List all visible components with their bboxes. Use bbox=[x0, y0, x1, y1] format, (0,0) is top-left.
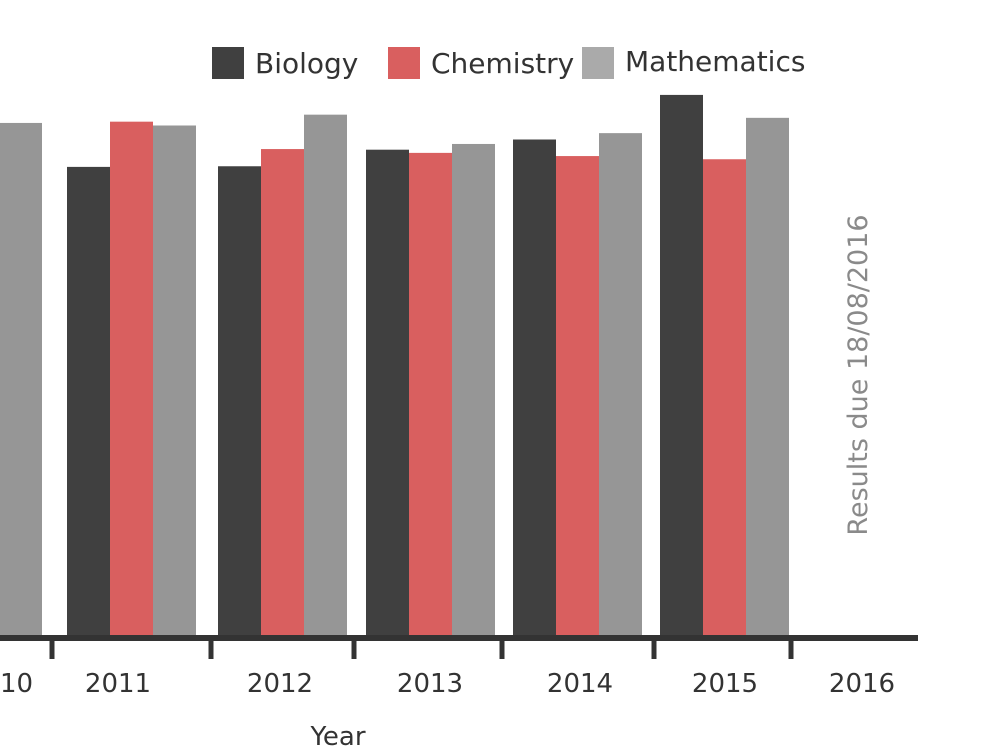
x-tick-label-2013: 2013 bbox=[397, 669, 463, 699]
bar-biology-2013 bbox=[366, 149, 409, 637]
bar-chemistry-2011 bbox=[110, 121, 153, 638]
legend-swatch-biology bbox=[212, 47, 244, 79]
x-tick-label-2011: 2011 bbox=[85, 669, 151, 699]
bar-mathematics-2010 bbox=[0, 122, 42, 638]
x-tick-label-2015: 2015 bbox=[692, 669, 758, 699]
annotation-results-due: Results due 18/08/2016 bbox=[843, 214, 874, 535]
legend: Biology Chemistry Mathematics bbox=[212, 45, 805, 80]
x-axis-title: Year bbox=[309, 722, 365, 750]
bar-mathematics-2011 bbox=[153, 125, 196, 637]
bar-chemistry-2015 bbox=[703, 159, 746, 637]
bar-chemistry-2014 bbox=[556, 156, 599, 637]
x-tick-label-2016: 2016 bbox=[829, 669, 895, 699]
bars-layer bbox=[0, 94, 789, 638]
bar-biology-2011 bbox=[67, 166, 110, 638]
bar-mathematics-2015 bbox=[746, 117, 789, 638]
bar-mathematics-2013 bbox=[452, 143, 495, 637]
legend-label-biology: Biology bbox=[255, 47, 358, 80]
bar-mathematics-2014 bbox=[599, 133, 642, 637]
x-tick-label-2010: 2010 bbox=[0, 669, 33, 699]
bar-chemistry-2013 bbox=[409, 152, 452, 637]
x-tick-label-2012: 2012 bbox=[247, 669, 313, 699]
bar-biology-2012 bbox=[218, 166, 261, 637]
legend-label-mathematics: Mathematics bbox=[625, 45, 805, 78]
legend-swatch-mathematics bbox=[582, 47, 614, 79]
x-tick-label-2014: 2014 bbox=[547, 669, 613, 699]
bar-chemistry-2012 bbox=[261, 149, 304, 638]
bar-biology-2014 bbox=[513, 139, 556, 638]
x-axis: 2010 2011 2012 2013 2014 2015 2016 bbox=[0, 635, 918, 699]
bar-biology-2015 bbox=[660, 94, 703, 637]
legend-label-chemistry: Chemistry bbox=[431, 47, 574, 80]
legend-swatch-chemistry bbox=[388, 47, 420, 79]
bar-mathematics-2012 bbox=[304, 114, 347, 637]
